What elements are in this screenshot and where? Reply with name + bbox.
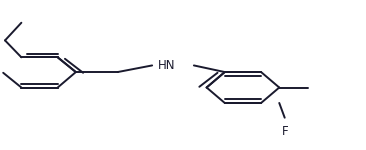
Text: HN: HN — [158, 59, 175, 72]
Text: F: F — [281, 125, 288, 138]
